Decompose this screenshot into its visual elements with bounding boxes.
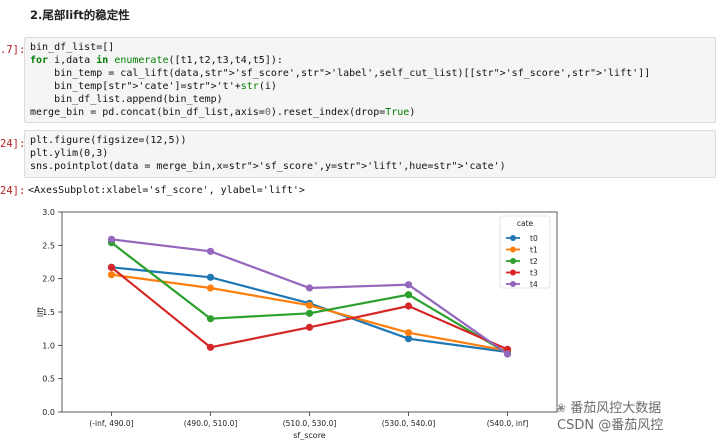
code-line: bin_df_list=[] xyxy=(30,42,115,53)
data-point-t4 xyxy=(404,281,413,289)
code-cell-1-source[interactable]: bin_df_list=[] for i,data in enumerate([… xyxy=(25,38,715,122)
x-tick-label: (530.0, 540.0] xyxy=(382,419,436,428)
legend-label: t4 xyxy=(530,280,538,289)
wechat-icon: ❀ xyxy=(556,401,567,415)
cell-2-prompt: 24]: xyxy=(0,138,26,150)
code-line: plt.figure(figsize=(12,5)) xyxy=(30,135,187,146)
legend-label: t0 xyxy=(530,234,538,243)
legend-swatch-marker xyxy=(510,246,516,253)
legend-label: t3 xyxy=(530,269,538,278)
output-text: <AxesSubplot:xlabel='sf_score', ylabel='… xyxy=(28,185,305,196)
code-line: bin_temp = cal_lift(data,str">'sf_score'… xyxy=(30,68,651,79)
data-point-t2 xyxy=(404,291,413,299)
y-tick-label: 2.5 xyxy=(42,241,55,250)
data-point-t3 xyxy=(305,323,314,331)
y-tick-label: 1.5 xyxy=(42,308,55,317)
x-tick-label: (490.0, 510.0] xyxy=(184,419,238,428)
code-line: bin_temp[str">'cate']=str">'t'+str(i) xyxy=(30,81,277,92)
code-cell-1[interactable]: bin_df_list=[] for i,data in enumerate([… xyxy=(24,37,716,123)
x-tick-label: (510.0, 530.0] xyxy=(283,419,337,428)
data-point-t4 xyxy=(107,235,116,243)
legend-swatch-marker xyxy=(510,281,516,287)
legend-label: t1 xyxy=(530,246,538,255)
y-tick-label: 1.0 xyxy=(42,341,55,350)
code-line: bin_df_list.append(bin_temp) xyxy=(30,94,223,105)
data-point-t2 xyxy=(206,315,215,323)
y-axis-label: lift xyxy=(36,307,45,317)
data-point-t0 xyxy=(206,273,215,281)
data-point-t4 xyxy=(206,247,215,255)
y-tick-label: 3.0 xyxy=(42,208,55,217)
data-point-t3 xyxy=(206,343,215,351)
data-point-t1 xyxy=(107,271,116,279)
watermark-line-2: CSDN @番茄风控 xyxy=(557,418,664,433)
data-point-t4 xyxy=(305,284,314,292)
data-point-t3 xyxy=(404,302,413,310)
code-line: for i,data in enumerate([t1,t2,t3,t4,t5]… xyxy=(30,55,283,66)
data-point-t3 xyxy=(107,263,116,271)
code-line: sns.pointplot(data = merge_bin,x=str">'s… xyxy=(30,161,506,172)
legend-swatch-marker xyxy=(510,258,516,264)
x-axis-label: sf_score xyxy=(293,431,326,440)
legend-label: t2 xyxy=(530,257,538,266)
code-cell-2[interactable]: plt.figure(figsize=(12,5)) plt.ylim(0,3)… xyxy=(24,130,716,178)
x-tick-label: (540.0, inf] xyxy=(487,419,529,428)
legend-swatch-marker xyxy=(510,235,516,241)
data-point-t2 xyxy=(305,309,314,317)
data-point-t0 xyxy=(404,335,413,343)
legend-title: cate xyxy=(517,219,534,228)
data-point-t1 xyxy=(404,329,413,337)
output-prompt: 24]: xyxy=(0,185,26,197)
code-cell-2-source[interactable]: plt.figure(figsize=(12,5)) plt.ylim(0,3)… xyxy=(25,131,715,176)
series-line-t4 xyxy=(111,238,509,355)
y-tick-label: 0.0 xyxy=(42,408,55,417)
cell-1-prompt: .7]: xyxy=(0,44,26,56)
code-line: merge_bin = pd.concat(bin_df_list,axis=0… xyxy=(30,107,416,118)
legend-swatch-marker xyxy=(510,269,516,276)
data-point-t4 xyxy=(503,350,512,358)
section-heading: 2.尾部lift的稳定性 xyxy=(30,8,130,22)
data-point-t1 xyxy=(206,284,215,292)
code-line: plt.ylim(0,3) xyxy=(30,148,109,159)
series-line-t2 xyxy=(110,241,509,355)
y-tick-label: 0.5 xyxy=(42,375,55,384)
watermark-line-1: ❀ 番茄风控大数据 xyxy=(556,401,662,416)
y-tick-label: 2.0 xyxy=(42,275,55,284)
data-point-t1 xyxy=(305,301,314,309)
x-tick-label: (-inf, 490.0] xyxy=(89,419,133,428)
